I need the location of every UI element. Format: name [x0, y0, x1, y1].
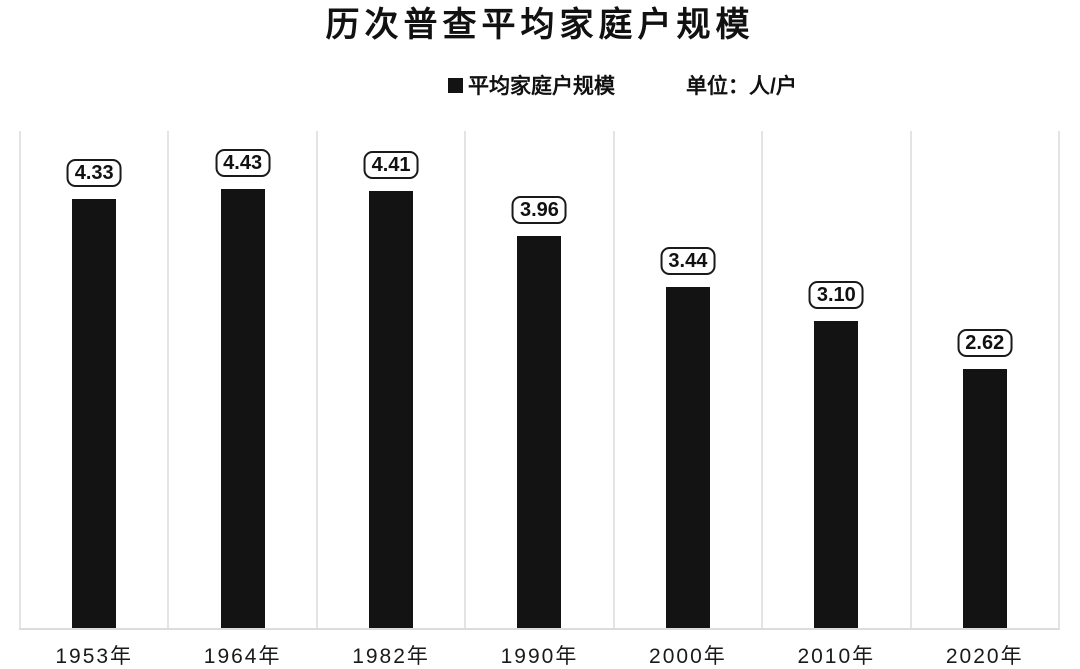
bar: [962, 368, 1007, 628]
x-axis-label: 2000年: [649, 645, 727, 668]
x-axis-label: 1964年: [203, 645, 282, 668]
x-axis-label: 2020年: [945, 645, 1024, 668]
bar-value-label: 4.41: [363, 151, 419, 180]
chart-column: 4.33 1953年: [19, 131, 167, 668]
unit-label: 单位：人/户: [686, 75, 797, 98]
bar-value-label: 2.62: [957, 328, 1013, 357]
x-axis-label: 1982年: [352, 645, 430, 668]
bar: [369, 191, 414, 628]
x-axis-label: 1953年: [55, 645, 134, 668]
chart-column: 2.62 2020年: [909, 131, 1058, 668]
legend-item: 平均家庭户规模: [448, 70, 615, 100]
bar-value-label: 3.10: [808, 281, 864, 310]
legend-square-icon: [448, 77, 463, 93]
legend-label: 平均家庭户规模: [468, 75, 615, 98]
x-axis-label: 1990年: [500, 645, 579, 668]
plot-area: 4.33 1953年 4.43 1964年 4.41 1982年 3.96 1990年 3.44…: [19, 131, 1060, 668]
chart-column: 3.44 2000年: [612, 131, 761, 668]
bar: [220, 189, 265, 628]
bar: [517, 235, 562, 628]
chart-column: 4.43 1964年: [167, 131, 315, 668]
chart-column: 3.96 1990年: [464, 131, 612, 668]
bar-value-label: 4.33: [66, 159, 122, 188]
bar-value-label: 3.44: [660, 247, 716, 276]
bar-value-label: 3.96: [512, 195, 567, 224]
chart-title: 历次普查平均家庭户规模: [325, 6, 755, 44]
bar: [72, 199, 117, 628]
x-axis-label: 2010年: [797, 645, 876, 668]
chart-column: 3.10 2010年: [761, 131, 909, 668]
bar: [814, 321, 859, 628]
bar: [665, 287, 710, 628]
bar-value-label: 4.43: [215, 149, 271, 178]
chart-column: 4.41 1982年: [315, 131, 464, 668]
